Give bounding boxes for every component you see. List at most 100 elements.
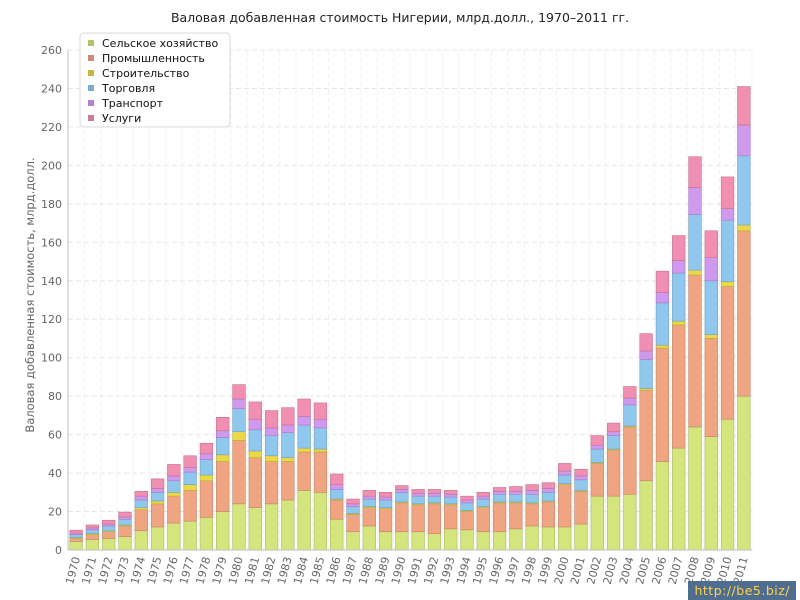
bar-1995-series-1 [476, 507, 490, 533]
y-tick-label-220: 220 [41, 121, 62, 134]
bar-1985-series-4 [313, 418, 328, 429]
bar-1975-series-5 [150, 478, 165, 489]
legend-label-0: Сельское хозяйство [102, 37, 218, 50]
bar-1970-series-3 [69, 534, 83, 538]
bar-2002-series-5 [590, 435, 604, 446]
bar-2009-series-0 [704, 436, 718, 551]
legend-label-1: Промышленность [102, 52, 205, 65]
bar-2004-series-1 [623, 426, 637, 495]
bar-1980-series-2 [232, 431, 246, 441]
bar-1994-series-5 [460, 495, 474, 501]
bar-2009-series-3 [704, 280, 718, 335]
bar-1984-series-5 [297, 398, 311, 417]
bar-2010-series-1 [720, 286, 735, 420]
bar-1997-series-3 [509, 493, 523, 503]
bar-1984-series-2 [297, 447, 311, 453]
bar-1981-series-2 [248, 450, 262, 458]
bar-2000-series-1 [558, 484, 572, 528]
bar-1991-series-4 [411, 492, 425, 497]
bar-2007-series-0 [672, 447, 686, 551]
bar-1972-series-3 [102, 525, 116, 532]
bar-1982-series-1 [264, 461, 279, 505]
bar-1992-series-0 [427, 533, 442, 551]
bar-1987-series-5 [346, 498, 360, 505]
bar-2004-series-5 [623, 386, 637, 399]
bar-1984-series-3 [297, 424, 311, 449]
bar-1992-series-4 [427, 492, 442, 497]
site-watermark[interactable]: http://be5.biz/ [688, 581, 796, 600]
bar-1987-series-3 [346, 506, 360, 514]
bar-2009-series-2 [704, 334, 718, 339]
bar-2010-series-5 [720, 176, 735, 209]
bars [69, 86, 751, 551]
bar-1973-series-3 [118, 518, 132, 526]
bar-1992-series-3 [427, 495, 442, 504]
bar-1993-series-4 [444, 493, 458, 498]
bar-1971-series-1 [85, 534, 100, 540]
bar-2003-series-0 [606, 495, 621, 551]
bar-1973-series-5 [118, 511, 132, 518]
bar-2005-series-4 [639, 350, 653, 360]
y-tick-label-200: 200 [41, 159, 62, 172]
bar-2002-series-3 [590, 448, 604, 463]
bar-1978-series-1 [199, 480, 214, 518]
bar-1999-series-3 [541, 492, 556, 502]
bar-2001-series-3 [574, 479, 588, 491]
y-tick-label-20: 20 [48, 506, 62, 519]
bar-1997-series-5 [509, 486, 523, 492]
bar-1988-series-5 [362, 490, 376, 497]
bar-1981-series-1 [248, 457, 262, 508]
bar-1973-series-1 [118, 525, 132, 537]
bar-1999-series-0 [541, 526, 556, 551]
bar-1974-series-1 [134, 509, 148, 532]
bar-1980-series-4 [232, 398, 246, 409]
bar-1970-series-0 [69, 541, 83, 551]
bar-1973-series-0 [118, 536, 132, 551]
bar-2011-series-3 [737, 155, 751, 226]
bar-2005-series-5 [639, 333, 653, 352]
bar-1979-series-4 [216, 430, 230, 438]
bar-1978-series-3 [199, 459, 214, 476]
bar-1971-series-5 [85, 524, 100, 529]
bar-2007-series-1 [672, 324, 686, 449]
bar-1987-series-1 [346, 514, 360, 533]
bar-1988-series-1 [362, 507, 376, 527]
bar-1988-series-4 [362, 495, 376, 500]
bar-1998-series-4 [525, 490, 539, 495]
bar-1991-series-0 [411, 531, 425, 551]
bar-2008-series-0 [688, 426, 702, 551]
bar-1978-series-2 [199, 474, 214, 482]
bar-1980-series-3 [232, 408, 246, 433]
legend-label-2: Строительство [102, 67, 190, 80]
bar-2009-series-4 [704, 257, 718, 282]
bar-1974-series-0 [134, 530, 148, 551]
bar-2003-series-3 [606, 435, 621, 450]
y-tick-label-260: 260 [41, 44, 62, 57]
bar-2006-series-2 [655, 344, 670, 349]
bar-2011-series-4 [737, 124, 751, 157]
bar-1983-series-3 [281, 432, 295, 458]
legend-box [79, 32, 231, 128]
bar-2007-series-2 [672, 320, 686, 326]
bar-1999-series-4 [541, 488, 556, 493]
bar-2000-series-0 [558, 526, 572, 551]
bar-1986-series-4 [330, 484, 344, 490]
bar-1975-series-2 [150, 500, 165, 505]
bar-1989-series-3 [378, 499, 393, 508]
bar-1994-series-0 [460, 529, 474, 551]
bar-2010-series-2 [720, 281, 735, 287]
bar-1983-series-4 [281, 424, 295, 433]
bar-1982-series-3 [264, 435, 279, 457]
bar-1990-series-5 [395, 485, 409, 490]
y-tick-label-160: 160 [41, 236, 62, 249]
bar-2008-series-3 [688, 214, 702, 271]
bar-1978-series-4 [199, 453, 214, 460]
bar-1977-series-4 [183, 467, 197, 473]
bar-2003-series-4 [606, 431, 621, 436]
bar-2008-series-2 [688, 269, 702, 276]
bar-1995-series-3 [476, 498, 490, 508]
legend-swatch-2 [88, 70, 94, 76]
bar-1980-series-1 [232, 440, 246, 505]
bar-1998-series-3 [525, 493, 539, 504]
